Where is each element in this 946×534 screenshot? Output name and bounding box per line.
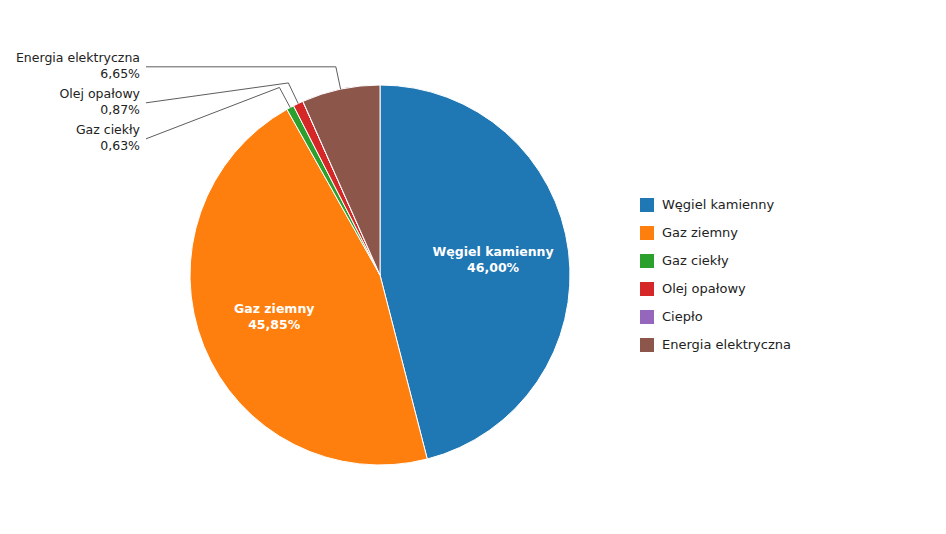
data-label-category: Energia elektryczna — [16, 50, 140, 65]
data-label: Gaz ciekły0,63% — [76, 122, 141, 153]
data-label: Węgiel kamienny46,00% — [433, 244, 554, 275]
legend-swatch — [640, 338, 654, 352]
legend-item: Olej opałowy — [640, 281, 746, 297]
data-label-value: 46,00% — [467, 260, 520, 275]
legend: Węgiel kamienny Gaz ziemny Gaz ciekły Olej … — [640, 197, 791, 353]
leader-line — [146, 87, 290, 138]
data-labels: Węgiel kamienny46,00%Gaz ziemny45,85%Gaz… — [16, 50, 554, 332]
legend-label: Gaz ziemny — [662, 225, 738, 240]
data-label-value: 0,87% — [100, 102, 140, 117]
legend-swatch — [640, 282, 654, 296]
data-label-value: 45,85% — [248, 317, 301, 332]
slice — [303, 85, 380, 275]
legend-item: Gaz ziemny — [640, 225, 738, 241]
data-label-category: Olej opałowy — [59, 86, 140, 101]
leader-line — [146, 67, 341, 89]
legend-item: Węgiel kamienny — [640, 197, 774, 213]
data-label-category: Gaz ciekły — [76, 122, 141, 137]
data-label: Olej opałowy0,87% — [59, 86, 140, 117]
legend-label: Ciepło — [662, 309, 703, 324]
data-label-value: 6,65% — [100, 66, 140, 81]
legend-label: Olej opałowy — [662, 281, 746, 296]
legend-swatch — [640, 310, 654, 324]
legend-label: Węgiel kamienny — [662, 197, 774, 212]
data-label-category: Gaz ziemny — [234, 301, 314, 316]
legend-label: Gaz ciekły — [662, 253, 729, 268]
leader-line — [146, 83, 298, 104]
slices — [190, 85, 570, 465]
data-label: Energia elektryczna6,65% — [16, 50, 140, 81]
chart: Węgiel kamienny46,00%Gaz ziemny45,85%Gaz… — [0, 0, 946, 534]
slice — [190, 109, 427, 465]
data-label-value: 0,63% — [100, 138, 140, 153]
legend-swatch — [640, 226, 654, 240]
legend-item: Ciepło — [640, 309, 703, 325]
legend-swatch — [640, 198, 654, 212]
data-label-category: Węgiel kamienny — [433, 244, 554, 259]
data-label: Gaz ziemny45,85% — [234, 301, 314, 332]
pie — [190, 85, 570, 465]
legend-swatch — [640, 254, 654, 268]
legend-item: Gaz ciekły — [640, 253, 729, 269]
legend-item: Energia elektryczna — [640, 337, 791, 353]
legend-label: Energia elektryczna — [662, 337, 791, 352]
